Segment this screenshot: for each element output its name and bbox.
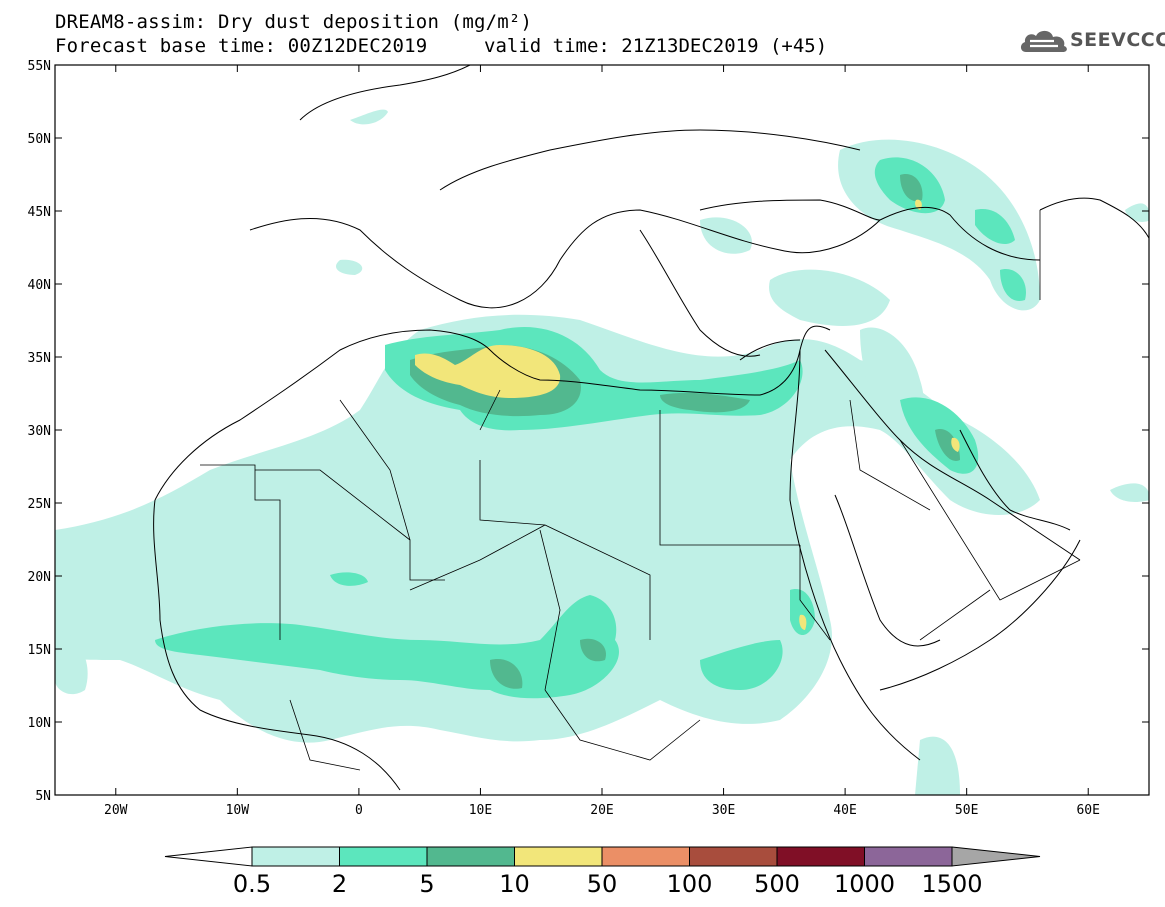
colorbar-level-label: 0.5 <box>232 870 272 898</box>
cloud-icon <box>1020 30 1067 52</box>
colorbar-swatch <box>426 846 515 867</box>
lat-tick-label: 35N <box>28 351 51 366</box>
colorbar-level-label: 500 <box>754 870 800 898</box>
lon-tick-label: 20E <box>590 803 613 818</box>
lon-tick-label: 10W <box>226 803 250 818</box>
lat-tick-label: 45N <box>28 205 51 220</box>
forecast-base-time: Forecast base time: 00Z12DEC2019 <box>55 35 428 57</box>
colorbar-swatch <box>601 846 690 867</box>
lat-tick-label: 50N <box>28 132 51 147</box>
lon-tick-label: 10E <box>469 803 492 818</box>
logo-text: SEEVCCC <box>1070 29 1165 51</box>
country-borders <box>200 210 1081 771</box>
latitude-ticks: 55N 50N 45N 40N 35N 30N 25N 20N 15N 10N 5N <box>28 59 1149 804</box>
colorbar-level-label: 1500 <box>921 870 983 898</box>
lon-tick-label: 50E <box>955 803 978 818</box>
colorbar-level-label: 10 <box>499 870 530 898</box>
coastlines <box>153 65 1149 791</box>
colorbar-swatch <box>864 846 953 867</box>
colorbar-swatch <box>339 846 428 867</box>
colorbar-level-label: 100 <box>666 870 713 898</box>
lat-tick-label: 30N <box>28 424 51 439</box>
lat-tick-label: 5N <box>35 789 51 804</box>
colorbar-swatch <box>514 846 603 867</box>
colorbar-swatch <box>776 846 865 867</box>
dust-shading <box>55 109 1149 795</box>
colorbar-swatch <box>251 846 340 867</box>
colorbar-level-label: 2 <box>331 870 348 898</box>
colorbar-swatch <box>689 846 778 867</box>
map-title: DREAM8-assim: Dry dust deposition (mg/m²… <box>55 11 533 33</box>
lon-tick-label: 30E <box>712 803 735 818</box>
lat-tick-label: 25N <box>28 497 51 512</box>
lat-tick-label: 20N <box>28 570 51 585</box>
longitude-ticks: 20W 10W 0 10E 20E 30E 40E 50E 60E <box>104 65 1100 818</box>
lat-tick-label: 40N <box>28 278 51 293</box>
colorbar-level-label: 1000 <box>833 870 896 898</box>
lat-tick-label: 15N <box>28 643 51 658</box>
seevccc-logo: SEEVCCC <box>1018 24 1165 58</box>
lon-tick-label: 60E <box>1076 803 1099 818</box>
colorbar-level-label: 5 <box>419 870 435 898</box>
valid-time: valid time: 21Z13DEC2019 (+45) <box>484 35 828 57</box>
lat-tick-label: 55N <box>28 59 51 74</box>
lon-tick-label: 20W <box>104 803 128 818</box>
colorbar-high-triangle <box>951 846 1041 867</box>
lat-tick-label: 10N <box>28 716 51 731</box>
colorbar-low-triangle <box>164 846 253 867</box>
colorbar <box>164 846 1041 867</box>
lon-tick-label: 40E <box>833 803 856 818</box>
lon-tick-label: 0 <box>355 803 363 818</box>
colorbar-level-label: 50 <box>586 870 618 898</box>
